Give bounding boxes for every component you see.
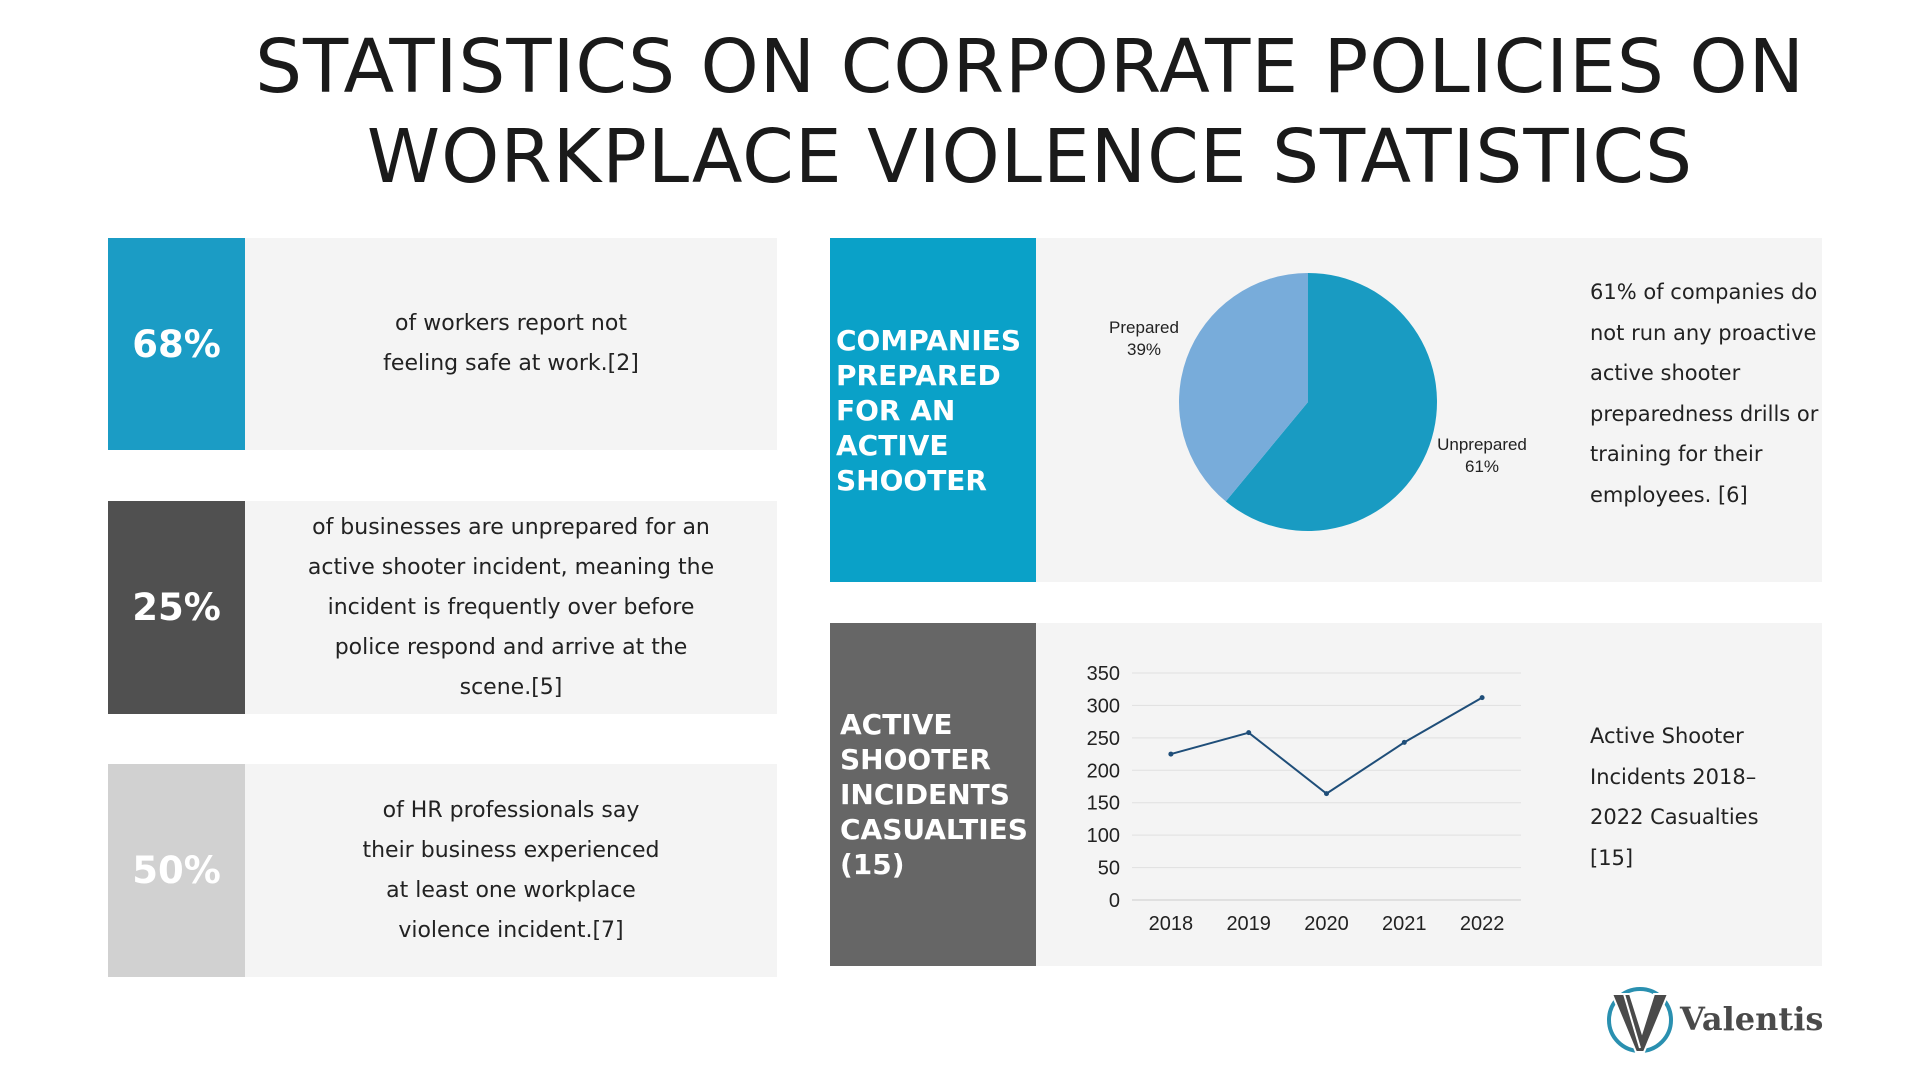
- data-point: [1324, 791, 1329, 797]
- title-line-1: STATISTICS ON CORPORATE POLICIES ON: [255, 24, 1805, 110]
- stat-card-3: 50% of HR professionals say their busine…: [108, 764, 777, 977]
- data-point: [1401, 739, 1407, 745]
- stat-card-1: 68% of workers report not feeling safe a…: [108, 238, 777, 450]
- y-tick-label: 300: [1087, 695, 1120, 717]
- pie-panel: COMPANIES PREPARED FOR AN ACTIVE SHOOTER…: [830, 238, 1822, 582]
- x-tick-label: 2019: [1226, 913, 1271, 935]
- stat-value: 68%: [108, 238, 245, 450]
- x-tick-label: 2018: [1149, 913, 1194, 935]
- pie-panel-heading: COMPANIES PREPARED FOR AN ACTIVE SHOOTER: [830, 238, 1036, 582]
- pie-label: Prepared: [1109, 318, 1179, 337]
- stat-card-2: 25% of businesses are unprepared for an …: [108, 501, 777, 714]
- series-line: [1170, 696, 1483, 795]
- stat-text: of businesses are unprepared for an acti…: [307, 514, 715, 700]
- valentis-logo: Valentis: [1600, 980, 1824, 1060]
- y-tick-label: 100: [1087, 825, 1120, 847]
- pie-panel-note: 61% of companies do not run any proactiv…: [1590, 280, 1819, 507]
- y-tick-label: 200: [1087, 760, 1120, 782]
- pie-value-label: 61%: [1465, 457, 1499, 476]
- line-panel: ACTIVE SHOOTER INCIDENTS CASUALTIES (15)…: [830, 623, 1822, 966]
- y-tick-label: 0: [1109, 890, 1120, 912]
- x-tick-label: 2020: [1304, 913, 1349, 935]
- pie-value-label: 39%: [1127, 340, 1161, 359]
- y-tick-label: 250: [1087, 728, 1120, 750]
- y-tick-label: 150: [1087, 793, 1120, 815]
- x-tick-label: 2022: [1460, 913, 1505, 935]
- stat-text: of workers report not feeling safe at wo…: [383, 311, 639, 376]
- stat-text: of HR professionals say their business e…: [362, 797, 660, 943]
- data-point: [1168, 751, 1174, 757]
- stat-value: 25%: [108, 501, 245, 714]
- y-tick-label: 50: [1098, 858, 1120, 880]
- pie-slice-prepared: [1179, 273, 1308, 502]
- x-tick-label: 2021: [1382, 913, 1427, 935]
- data-point: [1479, 695, 1485, 701]
- title-line-2: WORKPLACE VIOLENCE STATISTICS: [366, 114, 1694, 200]
- pie-chart: Unprepared 61% Prepared 39%: [1109, 273, 1527, 531]
- logo-text: Valentis: [1680, 1000, 1824, 1038]
- data-point: [1246, 730, 1252, 736]
- y-tick-label: 350: [1087, 663, 1120, 685]
- line-panel-note: Active Shooter Incidents 2018– 2022 Casu…: [1590, 724, 1759, 870]
- pie-slice-unprepared: [1225, 273, 1437, 531]
- pie-label: Unprepared: [1437, 435, 1527, 454]
- line-panel-heading: ACTIVE SHOOTER INCIDENTS CASUALTIES (15): [830, 623, 1036, 966]
- stat-value: 50%: [108, 764, 245, 977]
- logo-mark-icon: [1607, 987, 1673, 1053]
- line-chart: 0 50 100 150 200 250 300 350 2018 2019 2020 2021 202…: [1087, 663, 1521, 935]
- page-title: STATISTICS ON CORPORATE POLICIES ON WORK…: [230, 22, 1830, 202]
